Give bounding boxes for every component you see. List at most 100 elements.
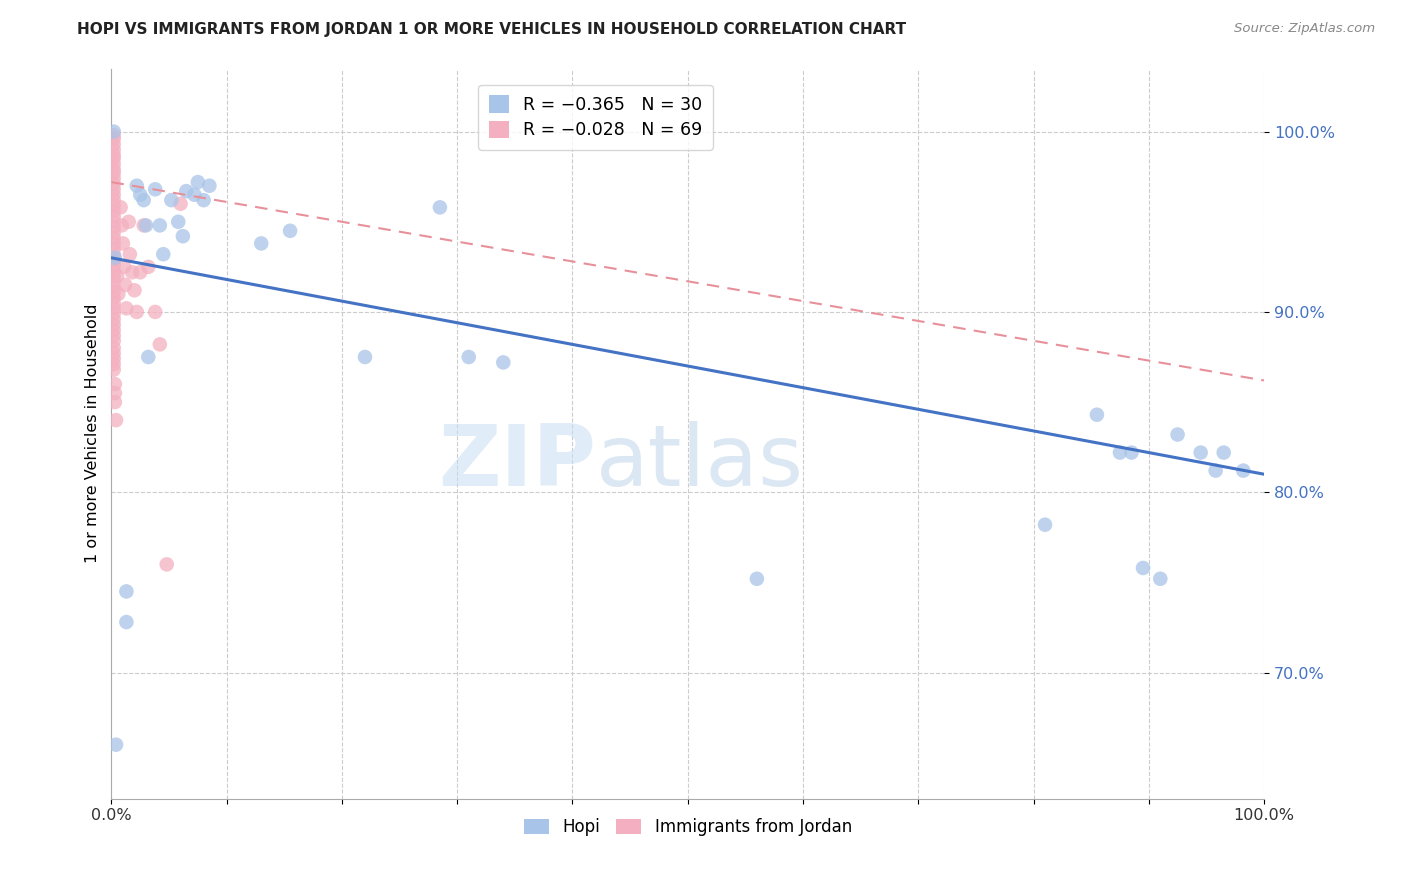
Point bbox=[124, 283, 146, 297]
Point bbox=[354, 350, 377, 364]
Point bbox=[111, 236, 134, 251]
Point bbox=[103, 125, 125, 139]
Point bbox=[103, 362, 125, 376]
Point bbox=[103, 148, 125, 162]
Point bbox=[1189, 445, 1212, 459]
Point bbox=[103, 307, 125, 321]
Point bbox=[103, 204, 125, 219]
Point bbox=[105, 413, 128, 427]
Point bbox=[103, 247, 125, 261]
Point bbox=[152, 247, 174, 261]
Point bbox=[104, 377, 127, 392]
Point bbox=[105, 268, 128, 283]
Text: HOPI VS IMMIGRANTS FROM JORDAN 1 OR MORE VEHICLES IN HOUSEHOLD CORRELATION CHART: HOPI VS IMMIGRANTS FROM JORDAN 1 OR MORE… bbox=[77, 22, 907, 37]
Point bbox=[103, 328, 125, 343]
Point bbox=[278, 224, 301, 238]
Point bbox=[149, 337, 172, 351]
Point bbox=[103, 162, 125, 177]
Point bbox=[103, 258, 125, 272]
Point bbox=[103, 137, 125, 152]
Point bbox=[103, 182, 125, 196]
Point bbox=[160, 193, 183, 207]
Point bbox=[1212, 445, 1234, 459]
Point bbox=[103, 285, 125, 299]
Point bbox=[103, 226, 125, 240]
Point bbox=[103, 143, 125, 157]
Point bbox=[429, 200, 451, 214]
Y-axis label: 1 or more Vehicles in Household: 1 or more Vehicles in Household bbox=[86, 304, 100, 564]
Point bbox=[103, 187, 125, 202]
Point bbox=[1232, 464, 1254, 478]
Point bbox=[112, 260, 135, 274]
Point bbox=[169, 196, 191, 211]
Point bbox=[136, 260, 159, 274]
Point bbox=[143, 182, 166, 196]
Point bbox=[129, 265, 152, 279]
Point bbox=[104, 395, 127, 409]
Point bbox=[193, 193, 215, 207]
Point bbox=[103, 318, 125, 332]
Point bbox=[143, 305, 166, 319]
Point bbox=[103, 268, 125, 283]
Point bbox=[103, 323, 125, 337]
Point bbox=[103, 171, 125, 186]
Point bbox=[129, 187, 152, 202]
Point bbox=[121, 265, 143, 279]
Point bbox=[103, 157, 125, 171]
Point bbox=[103, 198, 125, 212]
Point bbox=[156, 558, 179, 572]
Point bbox=[1205, 464, 1227, 478]
Point bbox=[492, 355, 515, 369]
Point bbox=[183, 187, 205, 202]
Point bbox=[103, 152, 125, 166]
Point bbox=[115, 615, 138, 629]
Point bbox=[105, 738, 128, 752]
Point bbox=[132, 193, 155, 207]
Point bbox=[103, 193, 125, 207]
Point bbox=[1085, 408, 1108, 422]
Point bbox=[149, 219, 172, 233]
Point bbox=[172, 229, 194, 244]
Point bbox=[1121, 445, 1143, 459]
Point bbox=[103, 351, 125, 366]
Text: atlas: atlas bbox=[596, 421, 803, 504]
Point bbox=[103, 312, 125, 326]
Point bbox=[103, 252, 125, 267]
Point bbox=[187, 175, 209, 189]
Point bbox=[136, 350, 159, 364]
Legend: R = −0.365   N = 30, R = −0.028   N = 69: R = −0.365 N = 30, R = −0.028 N = 69 bbox=[478, 85, 713, 150]
Point bbox=[103, 231, 125, 245]
Text: Source: ZipAtlas.com: Source: ZipAtlas.com bbox=[1234, 22, 1375, 36]
Text: ZIP: ZIP bbox=[437, 421, 596, 504]
Point bbox=[1167, 427, 1189, 442]
Point bbox=[1149, 572, 1171, 586]
Point bbox=[135, 219, 157, 233]
Point bbox=[103, 334, 125, 348]
Point bbox=[103, 357, 125, 371]
Point bbox=[107, 286, 129, 301]
Point bbox=[250, 236, 273, 251]
Point bbox=[457, 350, 479, 364]
Point bbox=[103, 128, 125, 143]
Point bbox=[103, 263, 125, 277]
Point bbox=[103, 291, 125, 305]
Point bbox=[103, 274, 125, 288]
Point bbox=[103, 210, 125, 224]
Point bbox=[167, 215, 190, 229]
Point bbox=[103, 166, 125, 180]
Point bbox=[1033, 517, 1056, 532]
Point bbox=[1132, 561, 1154, 575]
Point bbox=[132, 219, 155, 233]
Point bbox=[114, 277, 136, 292]
Point bbox=[103, 236, 125, 251]
Point bbox=[104, 386, 127, 401]
Point bbox=[103, 346, 125, 360]
Point bbox=[103, 220, 125, 235]
Point bbox=[125, 305, 148, 319]
Point bbox=[103, 279, 125, 293]
Point bbox=[111, 219, 134, 233]
Point bbox=[115, 301, 138, 316]
Point bbox=[110, 200, 132, 214]
Point bbox=[103, 296, 125, 310]
Point bbox=[104, 251, 127, 265]
